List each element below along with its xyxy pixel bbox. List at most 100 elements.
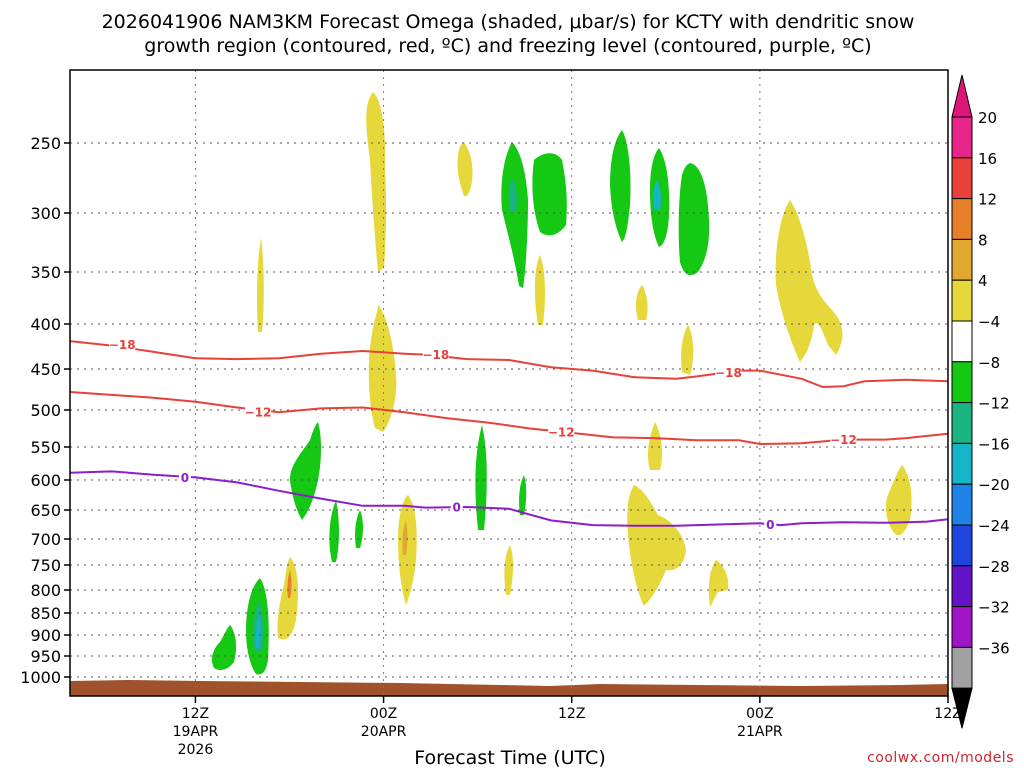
y-tick-label-500: 500 <box>30 401 61 420</box>
colorbar-swatch-8 <box>951 442 973 485</box>
y-tick-label-350: 350 <box>30 263 61 282</box>
y-tick-label-750: 750 <box>30 556 61 575</box>
credit-text: coolwx.com/models <box>867 750 1014 766</box>
contour-label-bg-zero-2 <box>764 516 777 532</box>
colorbar-label-5: −4 <box>978 313 1000 331</box>
colorbar-label-7: −12 <box>978 395 1010 413</box>
omega-region-yellow-low-1 <box>627 485 686 606</box>
omega-region-yellow-mid-3 <box>647 422 663 470</box>
x-tick-date-3: 21APR <box>737 724 783 740</box>
colorbar-label-0: 20 <box>978 109 997 127</box>
omega-region-yellow-upper-3 <box>775 200 843 362</box>
omega-region-green-upper-5 <box>678 163 710 276</box>
colorbar-swatch-5 <box>951 320 973 363</box>
contour-label-minus-12-2: −12 <box>830 433 857 447</box>
omega-region-green-upper-3 <box>610 130 631 242</box>
plot-frame <box>69 69 949 697</box>
contour-label-bg-minus-18-0 <box>109 336 136 352</box>
x-tick-label-2: 12Z <box>558 706 585 722</box>
omega-region-yellow-upper-2 <box>457 142 473 197</box>
omega-region-green-mid-5 <box>519 475 527 515</box>
y-tick-label-300: 300 <box>30 204 61 223</box>
omega-region-yellow-low-5 <box>277 557 298 640</box>
colorbar-swatch-4 <box>951 279 973 322</box>
y-axis: 250 300 350 400 450 500 550 600 650 700 750 800 850 9… <box>20 134 70 687</box>
omega-region-green-low-2 <box>212 625 237 670</box>
x-tick-year-0: 2026 <box>178 742 214 758</box>
contour-minus-18 <box>70 340 948 389</box>
y-tick-label-650: 650 <box>30 501 61 520</box>
contour-label-minus-18-1: −18 <box>422 348 449 362</box>
y-tick-label-700: 700 <box>30 530 61 549</box>
contour-label-zero-2: 0 <box>766 518 774 532</box>
omega-region-yellow-small-1 <box>534 255 545 325</box>
omega-region-yellow-upper-1 <box>366 92 387 272</box>
omega-region-yellow-small-4 <box>681 325 694 375</box>
colorbar-label-13: −36 <box>978 639 1010 657</box>
contour-label-bg-minus-18-1 <box>422 346 449 362</box>
colorbar-swatch-13 <box>951 646 973 689</box>
colorbar-top-arrow <box>951 74 973 118</box>
x-axis-label: Forecast Time (UTC) <box>414 747 605 768</box>
contour-label-bg-minus-12-0 <box>245 404 272 420</box>
contour-label-zero-0: 0 <box>181 471 189 485</box>
colorbar-label-9: −20 <box>978 476 1010 494</box>
contour-label-bg-zero-0 <box>178 469 191 485</box>
colorbar-swatch-1 <box>951 157 973 200</box>
contour-label-minus-12-1: −12 <box>548 426 575 440</box>
colorbar-swatch-2 <box>951 198 973 240</box>
omega-region-teal-upper-1 <box>508 178 517 212</box>
y-tick-label-400: 400 <box>30 315 61 334</box>
x-tick-date-0: 19APR <box>173 724 219 740</box>
omega-region-green-upper-2 <box>532 153 567 236</box>
y-tick-label-850: 850 <box>30 604 61 623</box>
omega-region-yellow-small-3 <box>635 285 648 320</box>
colorbar-label-3: 8 <box>978 231 988 249</box>
omega-region-green-mid-1 <box>290 422 321 520</box>
y-tick-label-250: 250 <box>30 134 61 153</box>
temperature-contours: −18 −18 −18 −12 −12 −12 0 0 0 <box>70 336 948 532</box>
y-tick-label-1000: 1000 <box>20 668 61 687</box>
omega-region-yellow-low-3 <box>504 545 513 595</box>
omega-region-yellow-low-4 <box>885 465 912 536</box>
contour-label-bg-zero-1 <box>450 499 463 514</box>
colorbar-label-8: −16 <box>978 435 1010 453</box>
x-tick-date-1: 20APR <box>361 724 407 740</box>
contour-minus-12 <box>70 391 948 446</box>
chart-title-line-1: 2026041906 NAM3KM Forecast Omega (shaded… <box>102 11 915 33</box>
chart-title-line-2: growth region (contoured, red, ºC) and f… <box>144 35 871 57</box>
colorbar-label-6: −8 <box>978 354 1000 372</box>
contour-label-minus-12-0: −12 <box>245 406 272 420</box>
omega-region-yellow-low-2 <box>708 560 729 607</box>
omega-region-yellow-mid-2 <box>398 495 417 605</box>
contour-label-bg-minus-18-2 <box>715 364 742 380</box>
colorbar-label-1: 16 <box>978 150 997 168</box>
colorbar-label-4: 4 <box>978 272 988 290</box>
contour-label-bg-minus-12-2 <box>830 431 857 447</box>
omega-region-yellow-small-2 <box>257 238 264 332</box>
colorbar-label-12: −32 <box>978 599 1010 617</box>
y-tick-label-900: 900 <box>30 626 61 645</box>
y-tick-label-450: 450 <box>30 360 61 379</box>
x-tick-label-1: 00Z <box>370 706 397 722</box>
x-tick-label-3: 00Z <box>746 706 773 722</box>
y-tick-label-950: 950 <box>30 647 61 666</box>
y-tick-label-600: 600 <box>30 471 61 490</box>
contour-label-minus-18-0: −18 <box>109 338 136 352</box>
colorbar: 20 16 12 8 4 −4 −8 −12 −16 −20 −24 −28 −32 −36 <box>951 74 1010 729</box>
x-tick-label-4: 12Z <box>934 706 961 722</box>
y-tick-label-800: 800 <box>30 581 61 600</box>
y-tick-label-550: 550 <box>30 438 61 457</box>
omega-region-green-mid-4 <box>475 425 487 530</box>
x-axis: 12Z 19APR 2026 00Z 20APR 12Z 00Z 21APR 12Z <box>173 696 962 758</box>
omega-region-orange-low-1 <box>287 570 292 598</box>
omega-shading <box>212 92 912 675</box>
contour-label-minus-18-2: −18 <box>715 366 742 380</box>
colorbar-swatch-10 <box>951 524 973 567</box>
colorbar-swatch-3 <box>951 238 973 281</box>
omega-region-green-mid-2 <box>329 500 339 562</box>
colorbar-swatch-0 <box>951 116 973 159</box>
omega-region-orange-mid-1 <box>402 520 408 555</box>
omega-region-green-upper-1 <box>501 142 528 288</box>
